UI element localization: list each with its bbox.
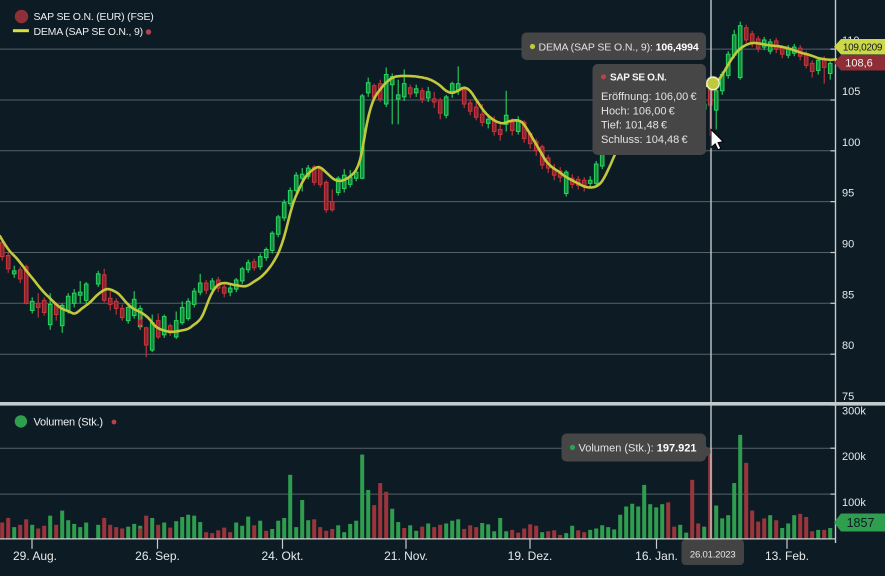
svg-text:1857: 1857 (847, 516, 875, 530)
svg-text:100: 100 (842, 137, 860, 149)
svg-text:29. Aug.: 29. Aug. (13, 549, 57, 563)
svg-text:Volumen (Stk.): 197.921: Volumen (Stk.): 197.921 (579, 442, 697, 454)
svg-text:109,0209: 109,0209 (843, 43, 883, 54)
svg-text:DEMA (SAP SE O.N., 9): DEMA (SAP SE O.N., 9) (34, 26, 143, 38)
svg-text:24. Okt.: 24. Okt. (261, 549, 303, 563)
svg-text:90: 90 (842, 239, 854, 251)
svg-text:SAP SE O.N. (EUR) (FSE): SAP SE O.N. (EUR) (FSE) (34, 11, 154, 23)
svg-text:75: 75 (842, 391, 854, 403)
svg-text:SAP SE O.N.: SAP SE O.N. (610, 73, 667, 84)
svg-text:Volumen (Stk.): Volumen (Stk.) (34, 416, 103, 428)
svg-text:95: 95 (842, 188, 854, 200)
svg-text:16. Jan.: 16. Jan. (635, 549, 678, 563)
svg-text:200k: 200k (842, 451, 866, 463)
svg-text:85: 85 (842, 289, 854, 301)
svg-text:DEMA (SAP SE O.N., 9): 106,499: DEMA (SAP SE O.N., 9): 106,4994 (539, 41, 699, 53)
svg-text:108,6: 108,6 (845, 58, 873, 70)
svg-text:26.01.2023: 26.01.2023 (690, 550, 736, 561)
svg-text:21. Nov.: 21. Nov. (384, 549, 428, 563)
svg-text:105: 105 (842, 86, 860, 98)
svg-text:Tief: 101,48 €: Tief: 101,48 € (601, 120, 667, 132)
svg-text:80: 80 (842, 340, 854, 352)
svg-text:Hoch: 106,00 €: Hoch: 106,00 € (601, 105, 675, 117)
svg-text:26. Sep.: 26. Sep. (135, 549, 180, 563)
svg-text:Schluss: 104,48 €: Schluss: 104,48 € (601, 134, 688, 146)
svg-text:300k: 300k (842, 405, 866, 417)
svg-text:100k: 100k (842, 497, 866, 509)
svg-text:Eröffnung: 106,00 €: Eröffnung: 106,00 € (601, 91, 697, 103)
svg-text:13. Feb.: 13. Feb. (765, 549, 809, 563)
svg-text:19. Dez.: 19. Dez. (508, 549, 553, 563)
